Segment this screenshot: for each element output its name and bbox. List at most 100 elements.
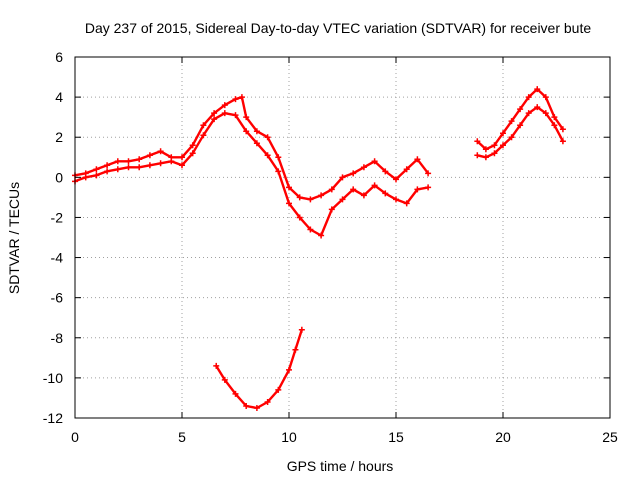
data-point bbox=[491, 142, 498, 149]
data-point bbox=[200, 132, 207, 139]
data-point bbox=[328, 186, 335, 193]
data-point bbox=[232, 390, 239, 397]
data-point bbox=[232, 112, 239, 119]
data-point bbox=[221, 102, 228, 109]
grid-lines bbox=[75, 57, 610, 418]
data-point bbox=[551, 114, 558, 121]
data-point bbox=[508, 134, 515, 141]
y-tick-label: 0 bbox=[55, 169, 63, 185]
data-point bbox=[517, 106, 524, 113]
data-point bbox=[93, 172, 100, 179]
data-point bbox=[517, 122, 524, 129]
data-point bbox=[238, 94, 245, 101]
data-point bbox=[382, 190, 389, 197]
x-tick-label: 5 bbox=[178, 429, 186, 445]
data-point bbox=[296, 194, 303, 201]
data-point bbox=[393, 196, 399, 203]
x-axis-label: GPS time / hours bbox=[287, 458, 394, 474]
data-point bbox=[232, 96, 239, 103]
data-point bbox=[371, 182, 378, 189]
data-point bbox=[179, 162, 185, 169]
y-axis-label: SDTVAR / TECUs bbox=[6, 182, 22, 294]
data-point bbox=[125, 164, 132, 171]
y-tick-label: 2 bbox=[55, 129, 63, 145]
data-point bbox=[298, 326, 305, 333]
data-point bbox=[474, 138, 481, 145]
data-point bbox=[243, 114, 250, 121]
data-point bbox=[275, 168, 282, 175]
data-point bbox=[508, 118, 515, 125]
data-point bbox=[146, 152, 153, 159]
data-point bbox=[350, 186, 357, 193]
data-point bbox=[264, 152, 271, 159]
data-point bbox=[179, 154, 185, 161]
data-point bbox=[157, 148, 164, 155]
data-point bbox=[360, 164, 367, 171]
data-point bbox=[350, 170, 357, 177]
data-point bbox=[221, 110, 228, 117]
y-tick-label: 4 bbox=[55, 89, 63, 105]
data-point bbox=[425, 170, 432, 177]
data-point bbox=[482, 146, 489, 153]
data-point bbox=[542, 94, 549, 101]
data-point bbox=[491, 150, 498, 157]
y-tick-label: 6 bbox=[55, 49, 63, 65]
x-tick-label: 20 bbox=[495, 429, 511, 445]
data-point bbox=[403, 200, 410, 207]
y-tick-label: -12 bbox=[43, 410, 63, 426]
data-point bbox=[414, 186, 421, 193]
x-tick-label: 15 bbox=[388, 429, 404, 445]
data-point bbox=[292, 346, 299, 353]
y-tick-label: -8 bbox=[51, 330, 64, 346]
data-point bbox=[286, 366, 292, 373]
data-point bbox=[500, 142, 506, 149]
x-tick-label: 10 bbox=[281, 429, 297, 445]
x-tick-label: 25 bbox=[602, 429, 618, 445]
data-point bbox=[189, 150, 196, 157]
data-point bbox=[482, 154, 489, 161]
data-point bbox=[286, 184, 292, 191]
data-point bbox=[264, 134, 271, 141]
data-point bbox=[136, 164, 143, 171]
data-point bbox=[221, 376, 228, 383]
data-point bbox=[559, 138, 566, 145]
plot-border bbox=[74, 56, 611, 419]
data-point bbox=[213, 362, 220, 369]
data-point bbox=[114, 166, 121, 173]
y-tick-label: -6 bbox=[51, 290, 64, 306]
data-point bbox=[253, 140, 260, 147]
series-track-3 bbox=[214, 328, 303, 410]
y-tick-label: -10 bbox=[43, 370, 63, 386]
data-point bbox=[146, 162, 153, 169]
data-point bbox=[275, 154, 282, 161]
data-point bbox=[551, 122, 558, 129]
data-point bbox=[328, 206, 335, 213]
data-point bbox=[425, 184, 432, 191]
series-track-1-lower bbox=[73, 111, 430, 237]
data-point bbox=[264, 398, 271, 405]
data-point bbox=[360, 192, 367, 199]
data-point bbox=[371, 158, 378, 165]
data-series bbox=[72, 86, 566, 411]
data-point bbox=[382, 168, 389, 175]
data-point bbox=[211, 116, 218, 123]
data-point bbox=[534, 104, 541, 111]
data-point bbox=[318, 192, 325, 199]
data-point bbox=[403, 166, 410, 173]
y-tick-label: -4 bbox=[51, 250, 64, 266]
data-point bbox=[393, 176, 399, 183]
data-point bbox=[307, 196, 314, 203]
data-point bbox=[474, 152, 481, 159]
data-point bbox=[286, 200, 292, 207]
data-point bbox=[104, 168, 111, 175]
data-point bbox=[200, 122, 207, 129]
data-point bbox=[189, 142, 196, 149]
data-point bbox=[534, 86, 541, 93]
data-point bbox=[500, 130, 506, 137]
data-point bbox=[296, 214, 303, 221]
data-point bbox=[339, 196, 346, 203]
data-point bbox=[168, 158, 175, 165]
data-point bbox=[82, 174, 89, 181]
data-point bbox=[275, 386, 282, 393]
